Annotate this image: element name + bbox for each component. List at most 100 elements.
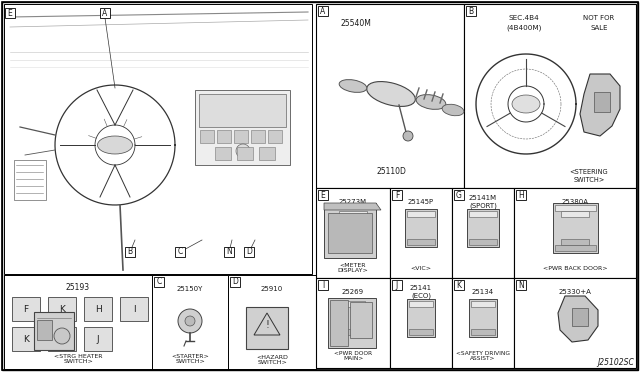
Text: A: A	[321, 6, 326, 16]
Text: 25134: 25134	[472, 289, 494, 295]
Bar	[316, 4, 464, 188]
Text: K: K	[59, 305, 65, 314]
Bar	[559, 209, 591, 247]
Bar	[200, 130, 214, 143]
Bar	[316, 278, 390, 368]
Bar	[215, 147, 231, 160]
Bar	[251, 130, 265, 143]
Bar	[125, 247, 135, 257]
Bar	[454, 280, 464, 290]
Bar	[316, 188, 390, 278]
Bar	[217, 130, 231, 143]
Text: N: N	[226, 247, 232, 257]
Text: B: B	[468, 6, 474, 16]
Bar	[516, 190, 526, 200]
Bar	[407, 211, 435, 217]
Bar	[152, 275, 228, 369]
Bar	[469, 211, 497, 217]
Text: 25273M: 25273M	[339, 199, 367, 205]
Bar	[555, 245, 596, 251]
Bar	[469, 299, 497, 337]
Bar	[553, 203, 598, 253]
Bar	[467, 209, 499, 247]
Text: 25910: 25910	[261, 286, 283, 292]
Bar	[452, 188, 514, 278]
Text: 25150Y: 25150Y	[177, 286, 203, 292]
Bar	[230, 277, 240, 287]
Bar	[34, 312, 74, 350]
Text: 25540M: 25540M	[340, 19, 371, 29]
Bar	[84, 297, 112, 321]
Bar	[228, 275, 316, 369]
Text: <SAFETY DRIVING
ASSIST>: <SAFETY DRIVING ASSIST>	[456, 350, 510, 362]
Polygon shape	[580, 74, 620, 136]
Bar	[195, 90, 290, 165]
Bar	[390, 278, 452, 368]
Bar	[454, 190, 464, 200]
Bar	[407, 239, 435, 245]
Bar	[471, 301, 495, 307]
Bar	[84, 327, 112, 351]
Text: G: G	[58, 334, 65, 343]
Text: <STARTER>
SWITCH>: <STARTER> SWITCH>	[171, 354, 209, 365]
Text: <STRG HEATER
SWITCH>: <STRG HEATER SWITCH>	[54, 354, 102, 365]
Bar	[237, 147, 253, 160]
Bar	[514, 188, 636, 278]
Text: J25102SC: J25102SC	[597, 358, 634, 367]
Text: <HAZARD
SWITCH>: <HAZARD SWITCH>	[256, 355, 288, 365]
Bar	[154, 277, 164, 287]
Bar	[594, 92, 610, 112]
Text: 25269: 25269	[342, 289, 364, 295]
Bar	[175, 247, 185, 257]
Bar	[341, 329, 365, 335]
Text: !: !	[265, 320, 269, 330]
Bar	[466, 6, 476, 16]
Text: 25141M
(SPORT): 25141M (SPORT)	[469, 195, 497, 209]
Bar	[407, 299, 435, 337]
Bar	[337, 209, 369, 247]
Bar	[48, 327, 76, 351]
Bar	[4, 275, 166, 365]
Bar	[244, 247, 254, 257]
Text: SALE: SALE	[590, 25, 608, 31]
Bar	[555, 205, 596, 211]
Bar	[259, 147, 275, 160]
Bar	[318, 190, 328, 200]
Bar	[12, 327, 40, 351]
Bar	[469, 239, 497, 245]
Bar	[14, 160, 46, 200]
Bar	[405, 209, 437, 247]
Bar	[350, 302, 372, 338]
Bar	[268, 130, 282, 143]
Bar	[328, 298, 376, 348]
Text: I: I	[322, 280, 324, 289]
Circle shape	[185, 316, 195, 326]
Bar	[330, 300, 348, 346]
Text: 25193: 25193	[66, 282, 90, 292]
Text: G: G	[456, 190, 462, 199]
Bar	[199, 94, 286, 127]
Bar	[452, 278, 514, 368]
Text: A: A	[102, 9, 108, 17]
Bar	[12, 297, 40, 321]
Ellipse shape	[97, 136, 132, 154]
Circle shape	[236, 144, 250, 158]
Ellipse shape	[512, 95, 540, 113]
Text: 25141
(ECO): 25141 (ECO)	[410, 285, 432, 299]
Text: <METER
DISPLAY>: <METER DISPLAY>	[338, 263, 369, 273]
Bar	[561, 211, 589, 217]
Text: N: N	[518, 280, 524, 289]
Text: D: D	[246, 247, 252, 257]
Text: K: K	[23, 334, 29, 343]
Text: F: F	[395, 190, 399, 199]
Ellipse shape	[339, 80, 367, 92]
Circle shape	[54, 328, 70, 344]
Text: <PWR BACK DOOR>: <PWR BACK DOOR>	[543, 266, 607, 270]
Bar	[120, 297, 148, 321]
Bar	[392, 190, 402, 200]
Ellipse shape	[367, 81, 415, 106]
Bar	[4, 275, 152, 369]
Text: C: C	[156, 278, 162, 286]
Bar	[5, 8, 15, 18]
Bar	[324, 203, 376, 258]
